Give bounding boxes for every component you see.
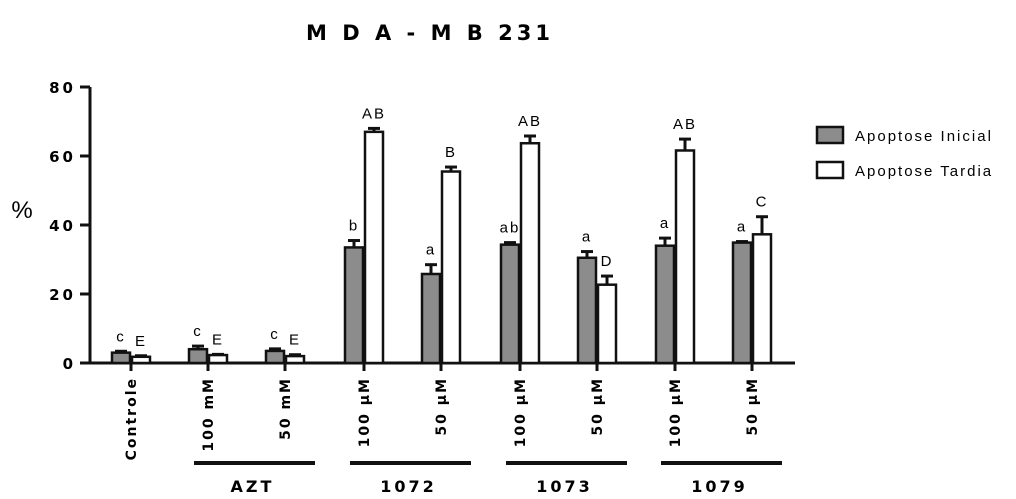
- group-label: 1079: [691, 477, 748, 496]
- bar-apoptose-tardia: [284, 354, 306, 365]
- x-tick-label: 100 mM: [201, 377, 217, 452]
- y-axis-label: %: [11, 197, 32, 224]
- significance-label: E: [135, 333, 147, 350]
- x-tick-label: Controle: [124, 377, 140, 460]
- bar-apoptose-inicial: [731, 241, 753, 365]
- x-tick-label: 50 µM: [590, 377, 606, 436]
- bar-apoptose-inicial: [264, 349, 286, 365]
- x-tick-label: 50 mM: [278, 377, 294, 440]
- bar-apoptose-tardia: [751, 233, 773, 365]
- x-tick-label: 50 µM: [745, 377, 761, 436]
- bar-apoptose-tardia: [207, 353, 229, 365]
- legend: Apoptose Inicial Apoptose Tardia: [815, 125, 993, 180]
- bar-apoptose-inicial: [499, 243, 521, 365]
- y-tick-label: 0: [63, 355, 76, 373]
- significance-label: E: [289, 332, 301, 349]
- bar-apoptose-inicial: [576, 256, 598, 365]
- bar-apoptose-tardia: [130, 355, 152, 365]
- significance-label: a: [660, 215, 670, 232]
- significance-label: c: [116, 328, 126, 345]
- significance-label: ab: [500, 220, 521, 237]
- bar-apoptose-inicial: [654, 244, 676, 365]
- x-tick-labels: Controle 100 mM 50 mM 100 µM 50 µM 100 µM 50 µ…: [124, 363, 761, 460]
- legend-swatch-apoptose-inicial: [815, 125, 845, 145]
- significance-label: D: [601, 253, 614, 270]
- y-tick-label: 40: [49, 217, 76, 235]
- bar-apoptose-tardia: [596, 283, 618, 365]
- significance-label: AB: [362, 105, 386, 122]
- significance-label: c: [270, 326, 280, 343]
- group-labels: AZT 1072 1073 1079: [194, 461, 782, 496]
- bar-apoptose-inicial: [110, 351, 132, 365]
- bar-apoptose-inicial: [343, 246, 365, 365]
- bar-apoptose-inicial: [420, 272, 442, 365]
- bar-apoptose-inicial: [187, 347, 209, 365]
- significance-label: C: [756, 194, 769, 211]
- bar-apoptose-tardia: [440, 170, 462, 365]
- significance-label: B: [445, 144, 457, 161]
- y-tick-label: 60: [49, 148, 76, 166]
- significance-label: b: [349, 218, 359, 235]
- x-tick-label: 100 µM: [357, 377, 373, 447]
- bar-apoptose-tardia: [363, 130, 385, 365]
- significance-label: a: [737, 219, 747, 236]
- bar-apoptose-tardia: [519, 141, 541, 365]
- group-label: AZT: [231, 477, 275, 496]
- significance-label: E: [212, 331, 224, 348]
- significance-label: a: [582, 229, 592, 246]
- significance-label: c: [193, 323, 203, 340]
- legend-label-apoptose-inicial: Apoptose Inicial: [855, 128, 993, 145]
- y-tick-label: 20: [49, 286, 76, 304]
- legend-swatch-apoptose-tardia: [815, 160, 845, 180]
- significance-label: a: [426, 242, 436, 259]
- y-tick-label: 80: [49, 79, 76, 97]
- bar-apoptose-tardia: [674, 149, 696, 365]
- significance-label: AB: [518, 113, 542, 130]
- legend-label-apoptose-tardia: Apoptose Tardia: [855, 163, 993, 180]
- significance-label: AB: [673, 116, 697, 133]
- x-tick-label: 100 µM: [513, 377, 529, 447]
- y-ticks: 0 20 40 60 80: [49, 79, 90, 373]
- x-tick-label: 50 µM: [434, 377, 450, 436]
- group-label: 1072: [380, 477, 437, 496]
- x-tick-label: 100 µM: [668, 377, 684, 447]
- group-label: 1073: [536, 477, 593, 496]
- chart-title: M D A - M B 231: [306, 21, 554, 45]
